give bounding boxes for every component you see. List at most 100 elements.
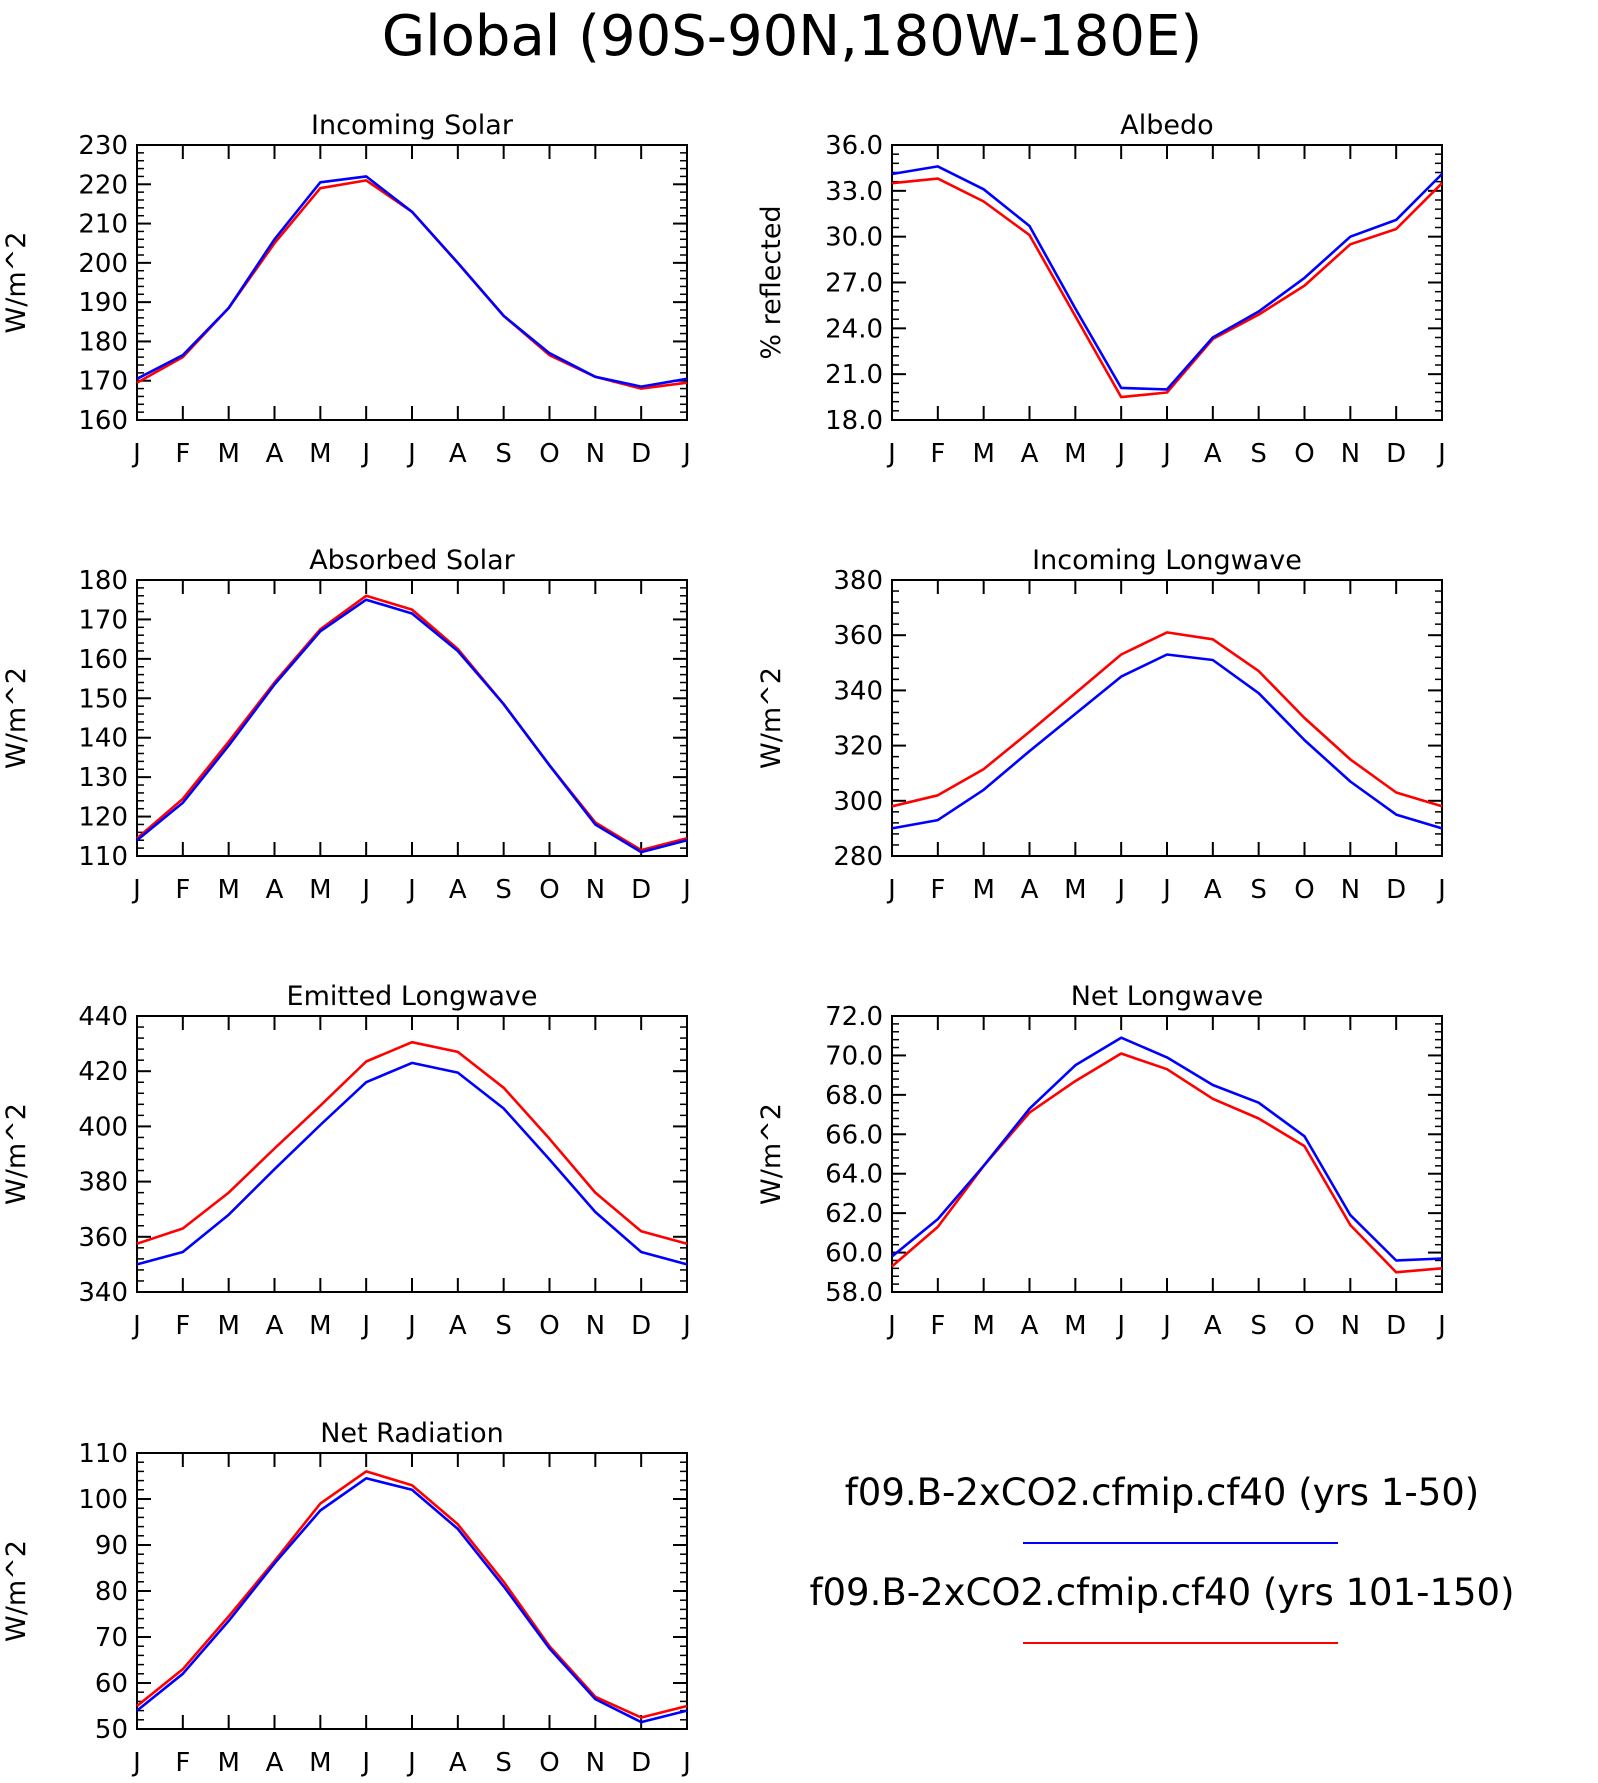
legend-label-series-1: f09.B-2xCO2.cfmip.cf40 (yrs 1-50) bbox=[845, 1471, 1479, 1514]
y-tick-label: 66.0 bbox=[825, 1120, 883, 1150]
y-tick-label: 160 bbox=[78, 645, 128, 675]
x-tick-label: F bbox=[930, 875, 945, 905]
y-axis-label: W/m^2 bbox=[1, 667, 32, 769]
series-line-yrs-1-50 bbox=[136, 1061, 688, 1266]
x-tick-label: M bbox=[217, 439, 239, 469]
y-axis-label: W/m^2 bbox=[1, 232, 32, 334]
y-tick-label: 110 bbox=[78, 1439, 128, 1469]
y-tick-label: 90 bbox=[95, 1531, 128, 1561]
chart-panel: Incoming Solar 160 170 180 190 200 210 220 230 J F… bbox=[1, 110, 691, 469]
x-tick-label: S bbox=[495, 1748, 512, 1778]
y-tick-label: 180 bbox=[78, 327, 128, 357]
x-tick-label: J bbox=[886, 439, 896, 469]
y-tick-label: 380 bbox=[78, 1168, 128, 1198]
y-tick-label: 30.0 bbox=[825, 223, 883, 253]
x-tick-label: A bbox=[449, 1748, 467, 1778]
panels: Incoming Solar 160 170 180 190 200 210 220 230 J F… bbox=[1, 110, 1446, 1778]
y-tick-label: 360 bbox=[833, 621, 883, 651]
x-tick-label: O bbox=[539, 439, 559, 469]
plot-frame bbox=[891, 144, 1443, 421]
x-tick-label: J bbox=[1436, 439, 1446, 469]
chart-panel: Net Longwave 58.0 60.0 62.0 64.0 66.0 68.0 70.0… bbox=[756, 981, 1446, 1341]
y-tick-label: 60.0 bbox=[825, 1239, 883, 1269]
x-tick-label: J bbox=[131, 1311, 141, 1341]
y-tick-label: 190 bbox=[78, 288, 128, 318]
x-tick-label: M bbox=[1064, 439, 1086, 469]
y-tick-label: 280 bbox=[833, 842, 883, 872]
y-tick-label: 170 bbox=[78, 367, 128, 397]
x-tick-label: J bbox=[1161, 875, 1171, 905]
y-tick-label: 140 bbox=[78, 724, 128, 754]
y-tick-label: 230 bbox=[78, 131, 128, 161]
x-tick-label: A bbox=[1021, 439, 1039, 469]
y-axis-label: W/m^2 bbox=[1, 1540, 32, 1642]
y-tick-label: 60 bbox=[95, 1669, 128, 1699]
x-tick-label: J bbox=[406, 1748, 416, 1778]
panel-title: Absorbed Solar bbox=[309, 545, 515, 576]
x-tick-label: M bbox=[972, 875, 994, 905]
x-tick-label: A bbox=[1204, 1311, 1222, 1341]
x-tick-label: M bbox=[309, 875, 331, 905]
x-tick-label: J bbox=[681, 875, 691, 905]
x-tick-label: S bbox=[495, 1311, 512, 1341]
x-tick-label: M bbox=[217, 1748, 239, 1778]
plot-frame bbox=[136, 1452, 688, 1730]
x-tick-label: O bbox=[1294, 439, 1314, 469]
x-tick-label: S bbox=[1250, 875, 1267, 905]
legend: f09.B-2xCO2.cfmip.cf40 (yrs 1-50) f09.B-… bbox=[809, 1471, 1515, 1644]
x-tick-label: J bbox=[406, 1311, 416, 1341]
x-tick-label: A bbox=[1204, 439, 1222, 469]
x-tick-label: J bbox=[360, 1311, 370, 1341]
x-tick-label: M bbox=[1064, 875, 1086, 905]
plot-frame bbox=[136, 579, 688, 857]
x-tick-label: A bbox=[266, 875, 284, 905]
y-tick-label: 120 bbox=[78, 803, 128, 833]
y-tick-label: 110 bbox=[78, 842, 128, 872]
x-tick-label: D bbox=[1386, 1311, 1406, 1341]
y-axis-label: % reflected bbox=[756, 205, 787, 359]
panel-title: Incoming Longwave bbox=[1032, 545, 1302, 576]
x-tick-label: J bbox=[1115, 1311, 1125, 1341]
series-line-yrs-101-150 bbox=[891, 631, 1443, 808]
y-tick-label: 150 bbox=[78, 684, 128, 714]
x-tick-label: J bbox=[360, 875, 370, 905]
series-line-yrs-1-50 bbox=[136, 598, 688, 854]
y-tick-label: 380 bbox=[833, 566, 883, 596]
series-line-yrs-1-50 bbox=[891, 165, 1443, 391]
x-tick-label: M bbox=[217, 875, 239, 905]
x-tick-label: J bbox=[1115, 439, 1125, 469]
x-tick-label: D bbox=[1386, 439, 1406, 469]
series-line-yrs-1-50 bbox=[136, 175, 688, 388]
panel-title: Emitted Longwave bbox=[287, 981, 538, 1012]
x-tick-label: J bbox=[886, 875, 896, 905]
series-line-yrs-101-150 bbox=[136, 1040, 688, 1245]
x-tick-label: J bbox=[1436, 875, 1446, 905]
x-tick-label: J bbox=[131, 875, 141, 905]
series-line-yrs-1-50 bbox=[891, 653, 1443, 830]
y-tick-label: 210 bbox=[78, 210, 128, 240]
x-tick-label: S bbox=[495, 875, 512, 905]
series-line-yrs-1-50 bbox=[891, 1036, 1443, 1262]
x-tick-label: M bbox=[972, 439, 994, 469]
x-tick-label: J bbox=[360, 439, 370, 469]
x-tick-label: A bbox=[1204, 875, 1222, 905]
x-tick-label: J bbox=[406, 439, 416, 469]
x-tick-label: S bbox=[495, 439, 512, 469]
x-tick-label: N bbox=[586, 439, 605, 469]
y-tick-label: 33.0 bbox=[825, 177, 883, 207]
y-tick-label: 340 bbox=[78, 1278, 128, 1308]
series-line-yrs-1-50 bbox=[136, 1477, 688, 1724]
y-tick-label: 68.0 bbox=[825, 1081, 883, 1111]
series-line-yrs-101-150 bbox=[136, 1470, 688, 1719]
y-tick-label: 400 bbox=[78, 1112, 128, 1142]
y-tick-label: 64.0 bbox=[825, 1160, 883, 1190]
legend-label-series-2: f09.B-2xCO2.cfmip.cf40 (yrs 101-150) bbox=[809, 1571, 1514, 1614]
x-tick-label: J bbox=[360, 1748, 370, 1778]
series-line-yrs-101-150 bbox=[136, 594, 688, 852]
x-tick-label: J bbox=[886, 1311, 896, 1341]
x-tick-label: A bbox=[449, 875, 467, 905]
y-tick-label: 160 bbox=[78, 406, 128, 436]
x-tick-label: M bbox=[217, 1311, 239, 1341]
